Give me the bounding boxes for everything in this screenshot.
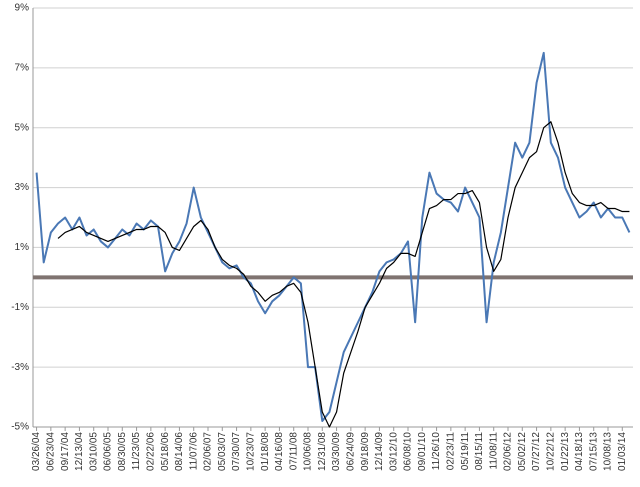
x-tick-label: 09/17/04 [60, 432, 71, 471]
series-line [57, 121, 630, 428]
x-tick-label: 07/11/08 [288, 432, 299, 471]
x-tick-label: 09/01/10 [417, 432, 428, 471]
y-tick-label: 5% [15, 122, 30, 133]
y-tick-label: 1% [15, 242, 30, 253]
x-tick-label: 05/18/06 [160, 432, 171, 471]
x-tick-label: 08/30/05 [117, 432, 128, 471]
x-tick-label: 12/14/09 [374, 432, 385, 471]
y-tick-label: 3% [15, 182, 30, 193]
y-tick-label: 7% [15, 62, 30, 73]
y-tick-label: -5% [11, 422, 29, 433]
x-tick-label: 02/06/12 [503, 432, 514, 471]
x-tick-label: 06/08/10 [403, 432, 414, 471]
x-tick-label: 12/13/04 [74, 432, 85, 471]
x-tick-label: 09/18/09 [360, 432, 371, 471]
x-tick-label: 06/23/04 [45, 432, 56, 471]
y-tick-label: -3% [11, 362, 29, 373]
x-tick-label: 10/06/08 [303, 432, 314, 471]
x-tick-label: 05/03/07 [217, 432, 228, 471]
x-tick-label: 07/30/07 [231, 432, 242, 471]
x-tick-label: 01/22/13 [560, 432, 571, 471]
x-tick-label: 01/03/14 [617, 432, 628, 471]
x-tick-label: 12/31/08 [317, 432, 328, 471]
x-tick-label: 06/06/05 [103, 432, 114, 471]
x-tick-label: 01/18/08 [260, 432, 271, 471]
x-tick-label: 10/23/07 [245, 432, 256, 471]
x-tick-label: 03/30/09 [331, 432, 342, 471]
x-tick-label: 02/22/06 [145, 432, 156, 471]
x-tick-label: 02/06/07 [203, 432, 214, 471]
x-tick-label: 02/23/11 [445, 432, 456, 471]
x-tick-label: 03/12/10 [388, 432, 399, 471]
x-tick-label: 06/24/09 [345, 432, 356, 471]
x-tick-label: 11/23/05 [131, 432, 142, 471]
x-tick-label: 08/14/06 [174, 432, 185, 471]
x-tick-label: 05/02/12 [517, 432, 528, 471]
x-tick-label: 10/08/13 [603, 432, 614, 471]
x-tick-label: 04/16/08 [274, 432, 285, 471]
x-tick-label: 07/15/13 [588, 432, 599, 471]
x-tick-label: 07/27/12 [531, 432, 542, 471]
x-tick-label: 11/26/10 [431, 432, 442, 471]
x-tick-label: 03/10/05 [88, 432, 99, 471]
x-tick-label: 04/18/13 [574, 432, 585, 471]
x-tick-label: 11/07/06 [188, 432, 199, 471]
y-tick-label: 9% [15, 3, 30, 14]
x-tick-label: 03/26/04 [31, 432, 42, 471]
series-line [35, 51, 631, 423]
x-tick-label: 05/19/11 [460, 432, 471, 471]
x-tick-label: 11/08/11 [488, 432, 499, 470]
y-tick-label: -1% [11, 302, 29, 313]
x-tick-label: 10/22/12 [545, 432, 556, 471]
x-tick-label: 08/15/11 [474, 432, 485, 471]
